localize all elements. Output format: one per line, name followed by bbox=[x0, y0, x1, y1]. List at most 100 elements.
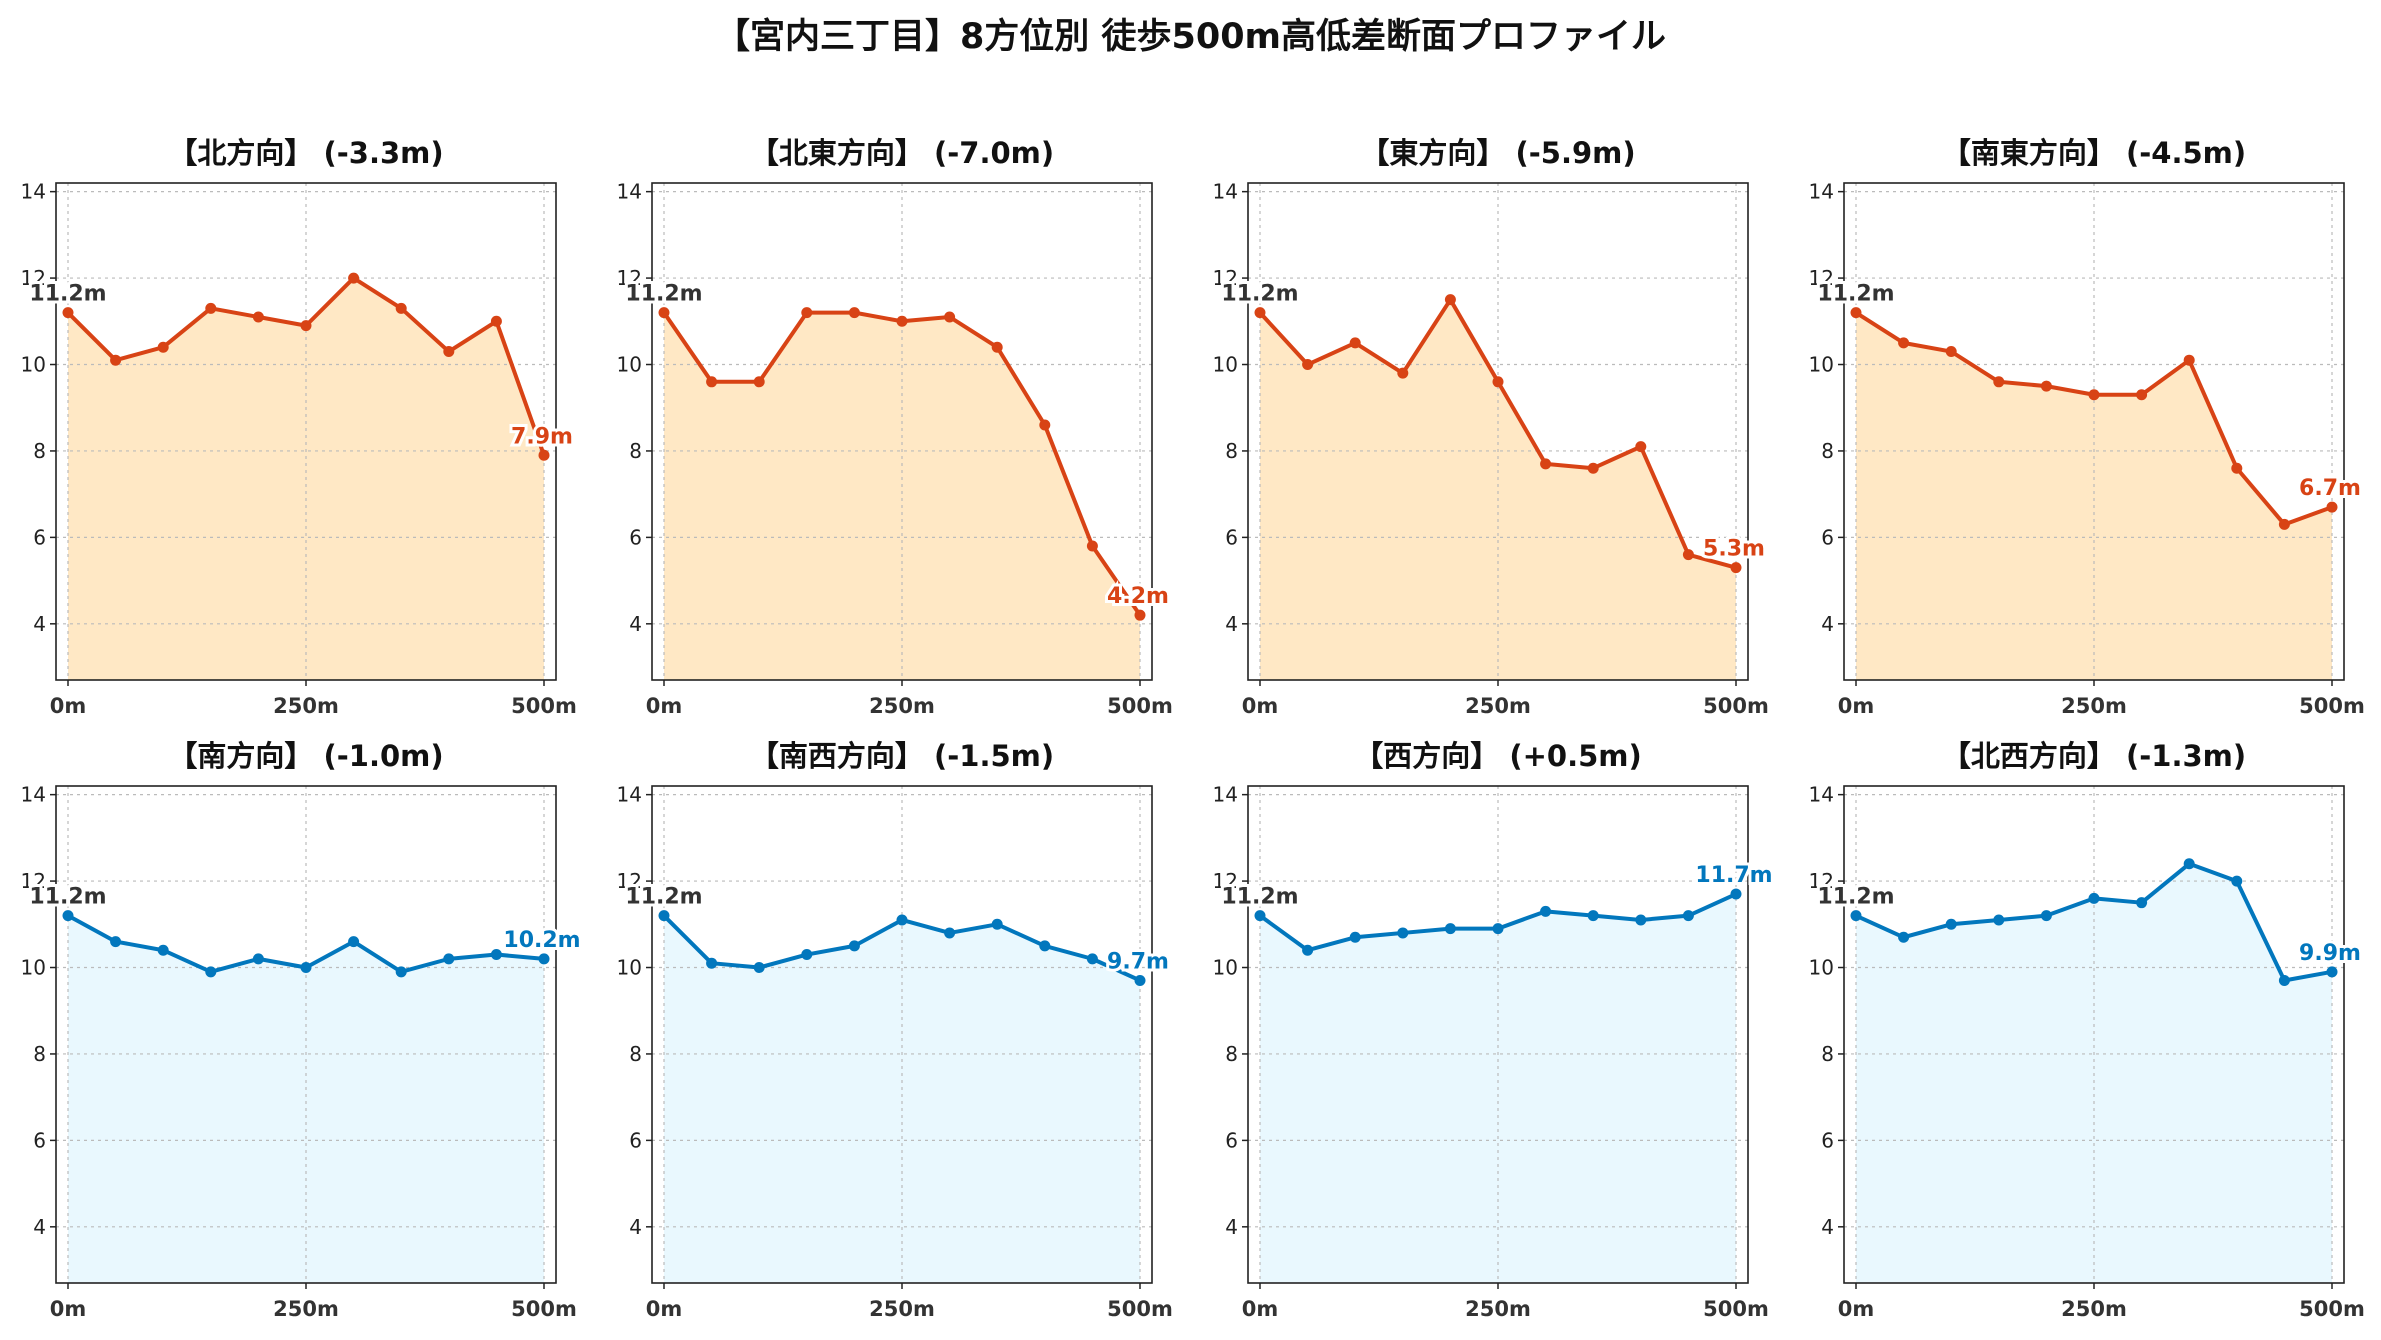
end-elevation-label: 6.7m bbox=[2299, 476, 2361, 501]
profile-point bbox=[157, 944, 169, 956]
profile-point bbox=[1039, 419, 1051, 431]
profile-point bbox=[490, 315, 502, 327]
y-tick-label: 12 bbox=[1809, 869, 1834, 893]
x-tick-label: 0m bbox=[1838, 694, 1875, 718]
y-tick-label: 14 bbox=[617, 783, 642, 807]
profile-point bbox=[110, 936, 122, 948]
y-tick-label: 4 bbox=[629, 1215, 642, 1239]
x-tick-label: 250m bbox=[273, 694, 339, 718]
panel-title: 【南西方向】 (-1.5m) bbox=[750, 739, 1054, 773]
y-tick-label: 10 bbox=[617, 956, 642, 980]
end-elevation-label: 11.7m bbox=[1695, 863, 1772, 888]
profile-point bbox=[1993, 376, 2005, 388]
profile-point bbox=[2326, 966, 2338, 978]
profile-point bbox=[2040, 910, 2052, 922]
panel-sw: 【南西方向】 (-1.5m) 4 6 8 10 12 14 0m 250m 500m 11.2m 9.… bbox=[617, 739, 1173, 1321]
end-elevation-label: 9.9m bbox=[2299, 941, 2361, 966]
profile-point bbox=[848, 307, 860, 319]
x-tick-label: 250m bbox=[869, 1297, 935, 1321]
y-tick-label: 4 bbox=[629, 612, 642, 636]
profile-point bbox=[1587, 910, 1599, 922]
x-tick-label: 0m bbox=[1242, 694, 1279, 718]
y-tick-label: 12 bbox=[1213, 869, 1238, 893]
x-tick-label: 0m bbox=[50, 694, 87, 718]
axes-frame bbox=[1843, 785, 2345, 1284]
y-tick-label: 8 bbox=[1225, 1042, 1238, 1066]
profile-point bbox=[1134, 609, 1146, 621]
area-fill bbox=[1856, 312, 2332, 680]
panel-ne: 【北東方向】 (-7.0m) 4 6 8 10 12 14 0m 250m 500m 11.2m 4.… bbox=[617, 136, 1173, 718]
profile-point bbox=[110, 354, 122, 366]
y-tick-label: 12 bbox=[1809, 266, 1834, 290]
y-tick-label: 8 bbox=[33, 439, 46, 463]
y-tick-label: 4 bbox=[1225, 1215, 1238, 1239]
area-fill bbox=[664, 312, 1140, 680]
profile-point bbox=[2278, 518, 2290, 530]
x-tick-label: 0m bbox=[1838, 1297, 1875, 1321]
area-fill bbox=[664, 915, 1140, 1283]
end-elevation-label: 10.2m bbox=[503, 928, 580, 953]
profile-point bbox=[1302, 359, 1314, 371]
profile-point bbox=[1039, 940, 1051, 952]
profile-point bbox=[1730, 562, 1742, 574]
y-tick-label: 8 bbox=[33, 1042, 46, 1066]
profile-point bbox=[944, 927, 956, 939]
y-tick-label: 12 bbox=[21, 869, 46, 893]
profile-point bbox=[1134, 974, 1146, 986]
panel-s: 【南方向】 (-1.0m) 4 6 8 10 12 14 0m 250m 500m 11.2m 10.… bbox=[21, 739, 584, 1321]
profile-point bbox=[1682, 910, 1694, 922]
profile-point bbox=[348, 272, 360, 284]
y-tick-label: 8 bbox=[629, 1042, 642, 1066]
y-tick-label: 12 bbox=[1213, 266, 1238, 290]
profile-point bbox=[1540, 905, 1552, 917]
y-tick-label: 14 bbox=[617, 180, 642, 204]
profile-point bbox=[2088, 892, 2100, 904]
x-tick-label: 250m bbox=[1465, 694, 1531, 718]
y-tick-label: 10 bbox=[21, 956, 46, 980]
x-tick-label: 250m bbox=[869, 694, 935, 718]
panel-n: 【北方向】 (-3.3m) 4 6 8 10 12 14 0m 250m 500m 11.2m 7.9… bbox=[21, 136, 577, 718]
y-tick-label: 14 bbox=[1809, 783, 1834, 807]
axes-frame bbox=[1247, 182, 1749, 681]
area-fill bbox=[1260, 299, 1736, 680]
panel-e: 【東方向】 (-5.9m) 4 6 8 10 12 14 0m 250m 500m 11.2m 5.3… bbox=[1213, 136, 1769, 718]
profile-point bbox=[1682, 549, 1694, 561]
y-tick-label: 6 bbox=[33, 525, 46, 549]
end-elevation-label: 7.9m bbox=[511, 424, 573, 449]
y-tick-label: 4 bbox=[33, 612, 46, 636]
x-tick-label: 500m bbox=[1703, 694, 1769, 718]
profile-point bbox=[1587, 462, 1599, 474]
axes-frame bbox=[1843, 182, 2345, 681]
profile-point bbox=[1492, 376, 1504, 388]
x-tick-label: 250m bbox=[2061, 1297, 2127, 1321]
x-tick-label: 0m bbox=[1242, 1297, 1279, 1321]
profile-point bbox=[658, 910, 670, 922]
y-tick-label: 12 bbox=[617, 266, 642, 290]
start-elevation-label: 11.2m bbox=[1221, 885, 1298, 910]
panel-se: 【南東方向】 (-4.5m) 4 6 8 10 12 14 0m 250m 500m 11.2m 6.… bbox=[1809, 136, 2365, 718]
y-tick-label: 6 bbox=[33, 1128, 46, 1152]
start-elevation-label: 11.2m bbox=[29, 282, 106, 307]
panel-w: 【西方向】 (+0.5m) 4 6 8 10 12 14 0m 250m 500m 11.2m 11.… bbox=[1213, 739, 1776, 1321]
start-elevation-label: 11.2m bbox=[1221, 282, 1298, 307]
profile-point bbox=[538, 953, 550, 965]
profile-point bbox=[2183, 858, 2195, 870]
x-tick-label: 0m bbox=[646, 1297, 683, 1321]
y-tick-label: 6 bbox=[629, 1128, 642, 1152]
profile-point bbox=[1730, 888, 1742, 900]
y-tick-label: 14 bbox=[1213, 783, 1238, 807]
profile-point bbox=[1850, 307, 1862, 319]
profile-point bbox=[991, 341, 1003, 353]
panel-title: 【南東方向】 (-4.5m) bbox=[1942, 136, 2246, 170]
profile-point bbox=[2231, 875, 2243, 887]
y-tick-label: 14 bbox=[21, 180, 46, 204]
profile-point bbox=[1850, 910, 1862, 922]
profile-point bbox=[538, 449, 550, 461]
y-tick-label: 10 bbox=[1213, 956, 1238, 980]
y-tick-label: 10 bbox=[1809, 353, 1834, 377]
start-elevation-label: 11.2m bbox=[625, 885, 702, 910]
profile-point bbox=[801, 307, 813, 319]
panel-title: 【南方向】 (-1.0m) bbox=[168, 739, 443, 773]
profile-point bbox=[1540, 458, 1552, 470]
profile-point bbox=[1945, 918, 1957, 930]
